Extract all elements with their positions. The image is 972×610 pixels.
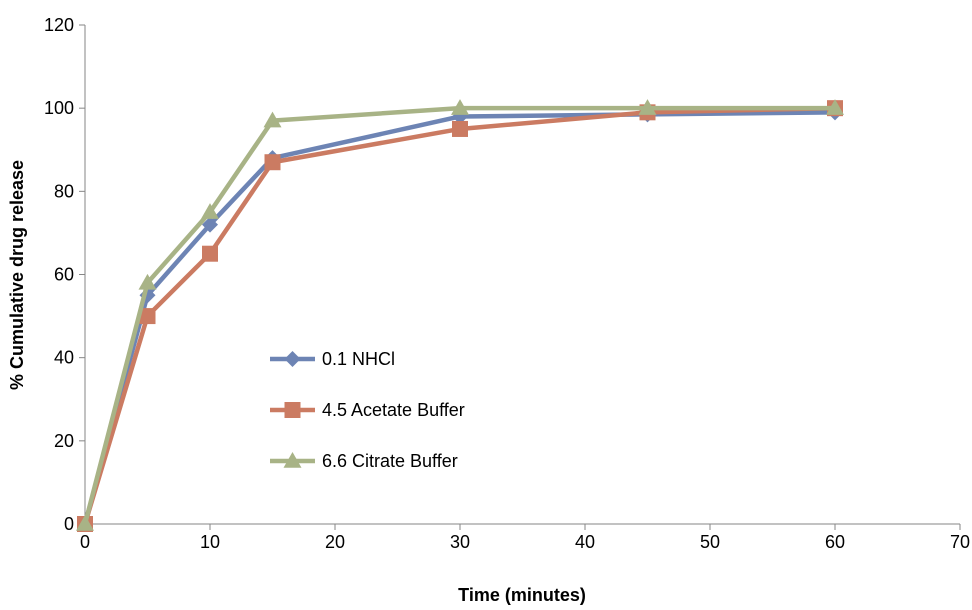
- x-tick-label: 0: [80, 532, 90, 552]
- x-tick-label: 70: [950, 532, 970, 552]
- legend-marker: [284, 351, 301, 367]
- x-tick-label: 10: [200, 532, 220, 552]
- data-point: [826, 99, 844, 115]
- y-tick-label: 80: [54, 181, 74, 201]
- x-tick-label: 30: [450, 532, 470, 552]
- data-point: [201, 203, 219, 219]
- y-tick-label: 100: [44, 98, 74, 118]
- series-line: [82, 105, 836, 525]
- data-point: [263, 111, 282, 128]
- tick-labels: 0 20 40 60 80 100 120 0 10 20 30 40 50 60 70: [44, 15, 970, 552]
- legend-item: 0.1 NHCl: [270, 349, 395, 369]
- y-axis-title: % Cumulative drug release: [7, 160, 27, 390]
- data-point: [138, 273, 157, 290]
- series-1: [77, 104, 843, 532]
- data-point: [139, 308, 156, 325]
- legend: 0.1 NHCl 4.5 Acetate Buffer 6.6 Citrate Bu…: [270, 349, 465, 471]
- x-tick-label: 50: [700, 532, 720, 552]
- data-point: [638, 99, 657, 115]
- legend-item: 6.6 Citrate Buffer: [270, 451, 458, 471]
- legend-marker: [284, 402, 301, 418]
- series-lines: [76, 99, 844, 532]
- y-tick-label: 60: [54, 265, 74, 285]
- data-point: [202, 216, 218, 233]
- x-tick-label: 40: [575, 532, 595, 552]
- y-tick-label: 120: [44, 15, 74, 35]
- y-tick-label: 0: [64, 514, 74, 534]
- data-point: [451, 99, 469, 115]
- data-point: [202, 245, 218, 262]
- y-tick-label: 20: [54, 431, 74, 451]
- data-point: [76, 515, 94, 531]
- x-axis-title: Time (minutes): [458, 585, 586, 605]
- series-line: [82, 105, 835, 525]
- legend-label: 4.5 Acetate Buffer: [322, 400, 465, 420]
- legend-marker: [283, 452, 302, 468]
- legend-label: 0.1 NHCl: [322, 349, 395, 369]
- y-tick-label: 40: [54, 348, 74, 368]
- series-line: [82, 110, 836, 525]
- legend-label: 6.6 Citrate Buffer: [322, 451, 458, 471]
- x-tick-label: 60: [825, 532, 845, 552]
- data-point: [264, 154, 281, 171]
- axes: [79, 24, 961, 530]
- series-2: [77, 100, 843, 532]
- x-tick-label: 20: [325, 532, 345, 552]
- legend-item: 4.5 Acetate Buffer: [270, 400, 465, 420]
- series-3: [76, 99, 844, 531]
- data-point: [452, 120, 468, 137]
